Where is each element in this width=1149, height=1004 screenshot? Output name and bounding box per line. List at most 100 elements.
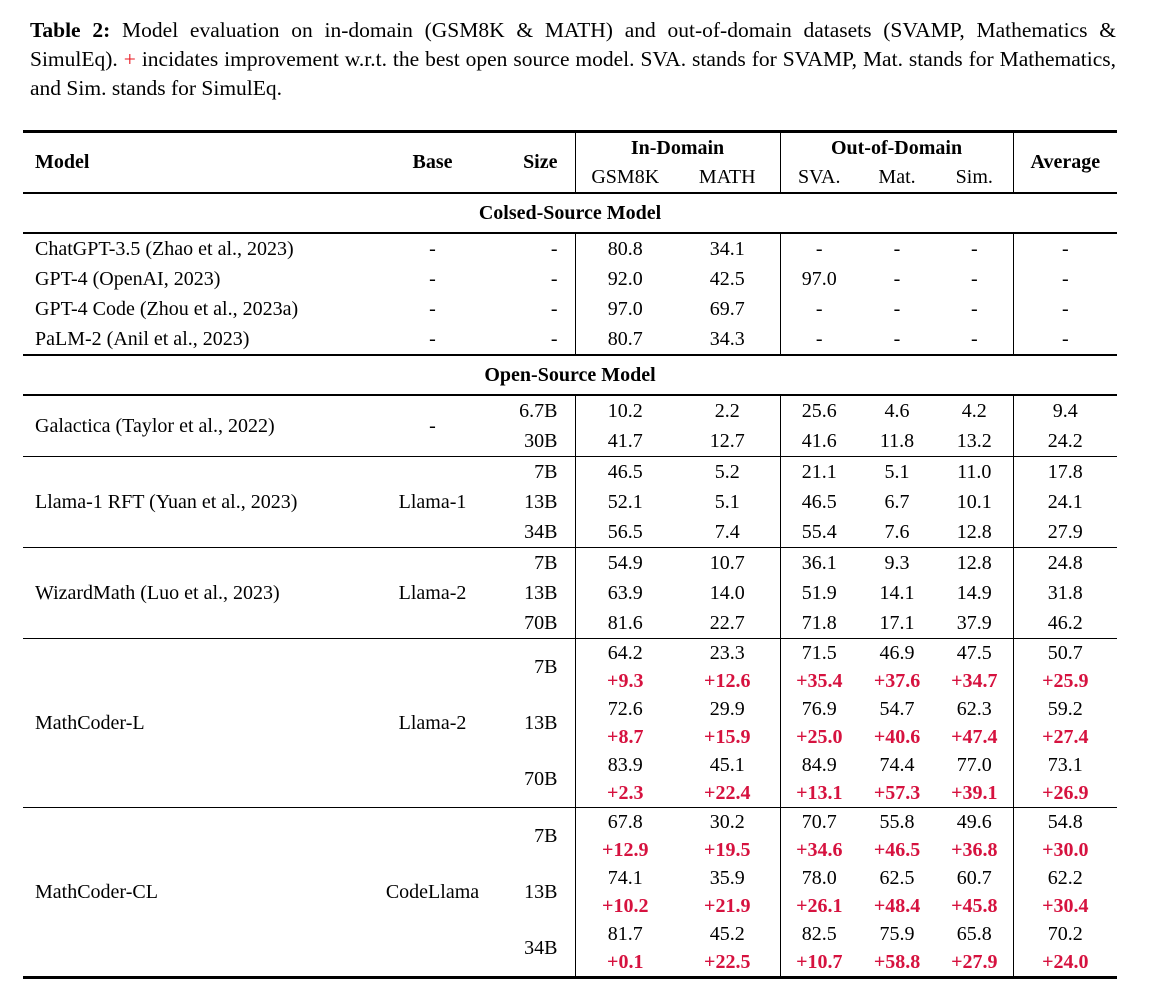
value-main: 77.0: [956, 754, 992, 776]
value-cell: -: [1013, 233, 1117, 264]
value-cell: 45.2 +22.5: [675, 920, 781, 978]
value-cell: 69.7: [675, 294, 781, 324]
value-delta: +2.3: [607, 782, 644, 804]
value-main: -: [815, 238, 823, 260]
value-cell: 46.5: [780, 487, 858, 517]
value-main: 54.9: [607, 552, 643, 574]
model-cell: GPT-4 (OpenAI, 2023): [35, 267, 221, 290]
value-delta: +57.3: [873, 782, 921, 804]
section-row: Open-Source Model: [23, 354, 1118, 396]
value-cell: 78.0 +26.1: [780, 864, 858, 920]
value-cell: 25.6: [780, 394, 859, 426]
value-main: 4.2: [961, 400, 987, 422]
value-delta: +39.1: [951, 782, 998, 804]
value-cell: 80.8: [575, 233, 675, 264]
value-main: 74.1: [607, 867, 643, 889]
table-header: Model Base Size In-Domain Out-of-Domain …: [23, 131, 1118, 193]
value-main: 63.9: [607, 582, 643, 604]
value-main: 7.6: [884, 521, 910, 543]
value-main: 41.6: [801, 430, 837, 452]
value-main: 71.8: [801, 612, 837, 634]
value-cell: 14.0: [675, 578, 781, 608]
base-cell: Llama-1: [375, 456, 490, 548]
value-main: -: [970, 298, 978, 320]
value-main: -: [815, 298, 823, 320]
value-cell: -: [936, 233, 1014, 264]
value-cell: 9.3: [858, 547, 937, 578]
value-cell: 4.2: [936, 394, 1014, 426]
value-main: 14.0: [709, 582, 745, 604]
value-main: 74.4: [879, 754, 915, 776]
value-cell: 11.8: [858, 426, 936, 457]
value-main: 23.3: [709, 642, 745, 664]
value-main: 29.9: [709, 698, 745, 720]
value-cell: 49.6 +36.8: [936, 807, 1014, 864]
table-row: Galactica (Taylor et al., 2022) -6.7B 10.2…: [23, 394, 1118, 457]
value-main: 31.8: [1047, 582, 1083, 604]
value-delta: +27.9: [951, 951, 998, 973]
size-cell: 7B: [490, 456, 576, 487]
value-cell: 10.1: [936, 487, 1014, 517]
value-cell: 70.2 +24.0: [1013, 920, 1117, 978]
value-cell: 12.7: [675, 426, 781, 457]
column-header-sva: SVA.: [798, 166, 841, 188]
value-main: 46.9: [879, 642, 915, 664]
value-main: 52.1: [607, 491, 643, 513]
value-main: 49.6: [956, 811, 992, 833]
value-main: 41.7: [607, 430, 643, 452]
value-cell: 63.9: [575, 578, 675, 608]
value-main: 46.5: [801, 491, 837, 513]
table-row: PaLM-2 (Anil et al., 2023) - - 80.7 34.3 - - - -: [23, 324, 1117, 355]
value-main: -: [893, 298, 901, 320]
model-cell: ChatGPT-3.5 (Zhao et al., 2023): [35, 237, 294, 260]
value-main: 70.2: [1047, 923, 1083, 945]
value-cell: -: [936, 264, 1014, 294]
value-cell: 17.8: [1013, 456, 1118, 487]
value-main: 97.0: [801, 268, 837, 290]
column-header-model: Model: [35, 151, 90, 173]
value-delta: +26.9: [1042, 782, 1089, 804]
value-cell: 45.1 +22.4: [675, 751, 781, 808]
column-header-sim: Sim.: [936, 163, 1014, 193]
value-cell: 70.7 +34.6: [780, 807, 859, 864]
table-row: 70B 83.9 +2.3 45.1 +22.4 84.9 +13.1 74.4 +57.3 77…: [23, 751, 1117, 808]
value-cell: -: [858, 264, 936, 294]
value-cell: 62.2 +30.4: [1013, 864, 1117, 920]
base-cell: -: [429, 297, 436, 320]
size-cell: 30B: [490, 426, 576, 457]
value-main: 37.9: [956, 612, 992, 634]
value-cell: 92.0: [575, 264, 675, 294]
value-main: -: [1061, 298, 1069, 320]
value-cell: 46.5: [575, 456, 675, 487]
value-cell: -: [780, 233, 858, 264]
size-cell: 7B: [490, 807, 576, 864]
value-cell: 27.9: [1013, 517, 1117, 548]
value-cell: -: [858, 294, 936, 324]
caption-plus-sign: +: [123, 47, 136, 71]
value-cell: 62.5 +48.4: [858, 864, 936, 920]
value-main: 56.5: [607, 521, 643, 543]
value-main: 34.3: [709, 328, 745, 350]
value-delta: +15.9: [704, 726, 751, 748]
size-cell: 7B: [490, 547, 576, 578]
value-cell: 46.2: [1013, 608, 1117, 639]
value-main: 5.2: [714, 461, 740, 483]
results-table-body: Colsed-Source Model ChatGPT-3.5 (Zhao et …: [23, 192, 1118, 978]
column-header-gsm8k: GSM8K: [591, 166, 660, 188]
value-main: -: [1061, 328, 1069, 350]
value-cell: 31.8: [1013, 578, 1117, 608]
value-cell: 35.9 +21.9: [675, 864, 781, 920]
value-delta: +45.8: [951, 895, 998, 917]
value-main: 67.8: [607, 811, 643, 833]
value-delta: +24.0: [1042, 951, 1089, 973]
value-cell: 54.8 +30.0: [1013, 807, 1118, 864]
value-main: 60.7: [956, 867, 992, 889]
table-row: MathCoder-L Llama-2 7B 64.2 +9.3 23.3 +12.6 71.…: [23, 638, 1118, 808]
value-cell: 46.9 +37.6: [858, 638, 937, 695]
size-cell: 70B: [490, 751, 576, 808]
value-main: -: [970, 238, 978, 260]
table-row: 13B 72.6 +8.7 29.9 +15.9 76.9 +25.0 54.7 +40.6 62…: [23, 695, 1117, 751]
table-row: 13B 74.1 +10.2 35.9 +21.9 78.0 +26.1 62.5 +48.4 6…: [23, 864, 1117, 920]
value-cell: 81.6: [575, 608, 675, 639]
value-cell: 65.8 +27.9: [936, 920, 1014, 978]
